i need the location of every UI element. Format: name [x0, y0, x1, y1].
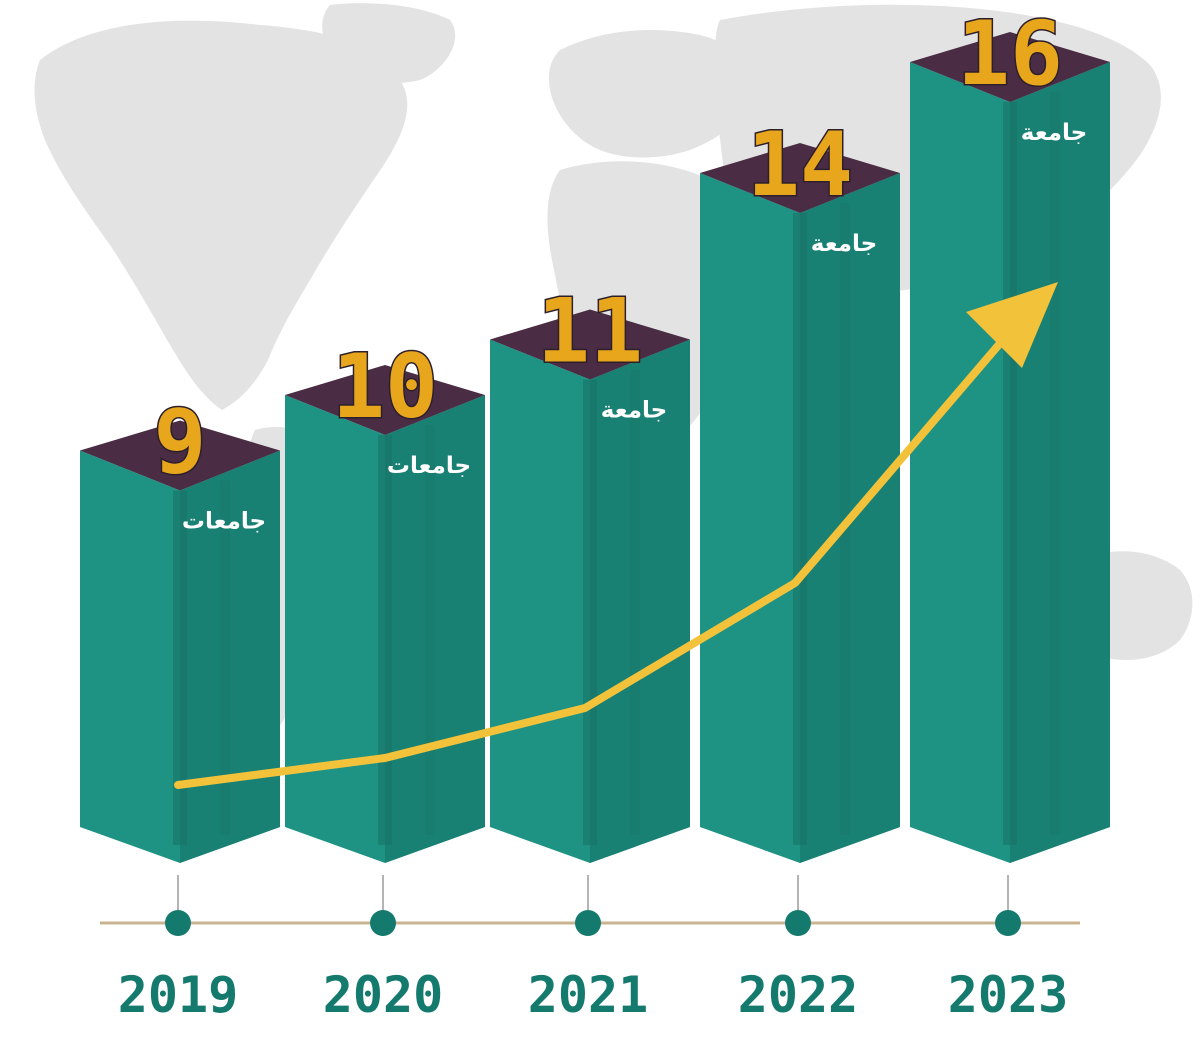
bar-2019: 9 جامعات: [80, 389, 280, 863]
map-greenland: [322, 3, 456, 84]
bar-top-face: [700, 143, 900, 213]
bars-group: 9 جامعات 10 جامعات 11 جامعة 14 جامعة 16 جامعة: [80, 1, 1110, 863]
unit-label: جامعات: [182, 509, 266, 535]
bar-top-face: [490, 309, 690, 380]
timeline-dot: [370, 910, 396, 936]
bar-2023: 16 جامعة: [910, 1, 1110, 863]
year-label: 2020: [323, 966, 443, 1024]
bar-edge-shade: [173, 490, 187, 845]
year-label: 2023: [948, 966, 1068, 1024]
timeline-dot: [785, 910, 811, 936]
bar-edge-shade: [583, 379, 597, 845]
bar-top-face: [80, 420, 280, 491]
bar-edge-shade: [793, 213, 807, 845]
bar-side-face: [590, 339, 690, 863]
timeline-dot: [575, 910, 601, 936]
unit-label: جامعة: [811, 231, 877, 257]
value-label: 11: [537, 280, 643, 383]
bar-edge-shade: [220, 480, 230, 835]
bar-side-face: [385, 395, 485, 863]
map-europe: [548, 30, 753, 158]
year-label: 2019: [118, 966, 238, 1024]
timeline-axis: 2019 2020 2021 2022 2023: [100, 875, 1080, 1024]
timeline-dot: [165, 910, 191, 936]
bar-edge-shade: [1003, 102, 1017, 845]
bar-top-face: [910, 32, 1110, 102]
bar-2020: 10 جامعات: [285, 334, 485, 863]
map-north-america: [34, 20, 408, 410]
bar-2022: 14 جامعة: [700, 112, 900, 863]
year-label: 2022: [738, 966, 858, 1024]
trend-arrow-group: [174, 282, 1058, 789]
trend-arrowhead: [966, 282, 1058, 368]
value-label: 16: [957, 2, 1063, 105]
bar-2021: 11 جامعة: [490, 278, 690, 863]
value-label: 14: [747, 113, 853, 216]
bar-side-face: [1010, 62, 1110, 863]
bar-side-face: [180, 450, 280, 863]
bar-top-face: [285, 365, 485, 435]
unit-label: جامعة: [601, 398, 667, 424]
value-label: 10: [332, 335, 438, 438]
bar-edge-shade: [378, 435, 392, 845]
year-label: 2021: [528, 966, 648, 1024]
unit-label: جامعات: [387, 453, 471, 479]
value-label: 9: [154, 391, 207, 494]
timeline-dot: [995, 910, 1021, 936]
bar-edge-shade: [1050, 92, 1060, 835]
trend-line: [174, 316, 1024, 789]
unit-label: جامعة: [1021, 120, 1087, 146]
bar-edge-shade: [630, 369, 640, 835]
bar-edge-shade: [425, 425, 435, 835]
